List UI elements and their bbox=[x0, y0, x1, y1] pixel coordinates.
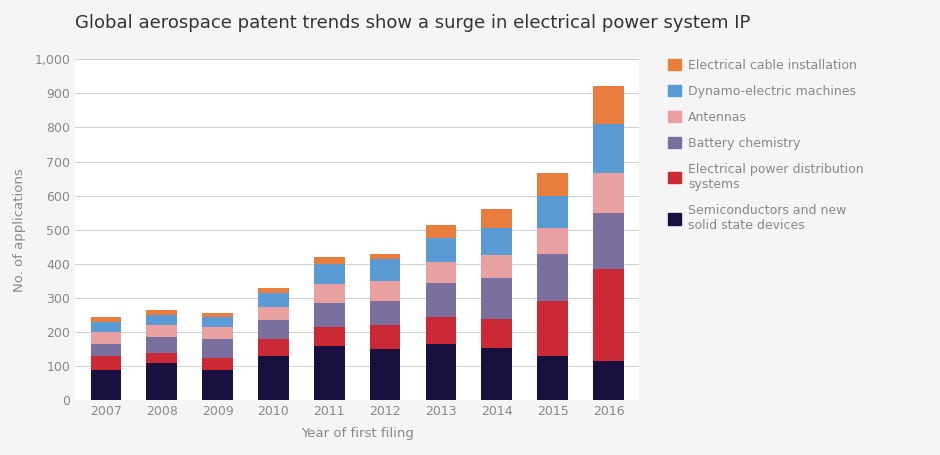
Bar bbox=[426, 317, 456, 344]
Bar bbox=[90, 322, 121, 332]
Bar bbox=[314, 346, 345, 400]
Bar bbox=[258, 307, 289, 320]
Bar bbox=[90, 344, 121, 356]
Y-axis label: No. of applications: No. of applications bbox=[13, 168, 26, 292]
Text: Global aerospace patent trends show a surge in electrical power system IP: Global aerospace patent trends show a su… bbox=[75, 14, 750, 32]
Bar bbox=[593, 361, 624, 400]
Bar bbox=[538, 254, 568, 301]
Bar bbox=[593, 269, 624, 361]
Bar bbox=[147, 310, 177, 315]
Bar bbox=[314, 257, 345, 264]
Bar bbox=[202, 313, 233, 317]
Bar bbox=[481, 278, 512, 318]
Bar bbox=[202, 369, 233, 400]
Bar bbox=[369, 325, 400, 349]
Legend: Electrical cable installation, Dynamo-electric machines, Antennas, Battery chemi: Electrical cable installation, Dynamo-el… bbox=[668, 59, 864, 232]
Bar bbox=[538, 173, 568, 196]
Bar bbox=[426, 344, 456, 400]
Bar bbox=[258, 288, 289, 293]
Bar bbox=[202, 317, 233, 327]
Bar bbox=[147, 353, 177, 363]
Bar bbox=[258, 320, 289, 339]
Bar bbox=[481, 255, 512, 278]
Bar bbox=[593, 124, 624, 173]
Bar bbox=[314, 284, 345, 303]
Bar bbox=[258, 356, 289, 400]
Bar bbox=[202, 327, 233, 339]
Bar bbox=[426, 283, 456, 317]
Bar bbox=[426, 225, 456, 238]
Bar bbox=[481, 318, 512, 348]
Bar bbox=[369, 301, 400, 325]
Bar bbox=[258, 293, 289, 307]
Bar bbox=[481, 348, 512, 400]
Bar bbox=[147, 315, 177, 325]
Bar bbox=[593, 86, 624, 124]
Bar bbox=[369, 254, 400, 259]
Bar bbox=[538, 228, 568, 254]
Bar bbox=[426, 262, 456, 283]
Bar bbox=[538, 356, 568, 400]
Bar bbox=[147, 325, 177, 337]
Bar bbox=[314, 264, 345, 284]
Bar bbox=[593, 173, 624, 213]
Bar bbox=[202, 339, 233, 358]
Bar bbox=[538, 196, 568, 228]
Bar bbox=[202, 358, 233, 369]
Bar bbox=[369, 259, 400, 281]
Bar bbox=[369, 281, 400, 301]
Bar bbox=[593, 213, 624, 269]
Bar bbox=[481, 228, 512, 255]
Bar bbox=[147, 363, 177, 400]
Bar bbox=[369, 349, 400, 400]
Bar bbox=[538, 301, 568, 356]
Bar bbox=[147, 337, 177, 353]
Bar bbox=[90, 356, 121, 369]
Bar bbox=[90, 332, 121, 344]
Bar bbox=[258, 339, 289, 356]
Bar bbox=[426, 238, 456, 262]
Bar bbox=[314, 327, 345, 346]
X-axis label: Year of first filing: Year of first filing bbox=[301, 427, 414, 440]
Bar bbox=[481, 209, 512, 228]
Bar bbox=[90, 317, 121, 322]
Bar bbox=[90, 369, 121, 400]
Bar bbox=[314, 303, 345, 327]
